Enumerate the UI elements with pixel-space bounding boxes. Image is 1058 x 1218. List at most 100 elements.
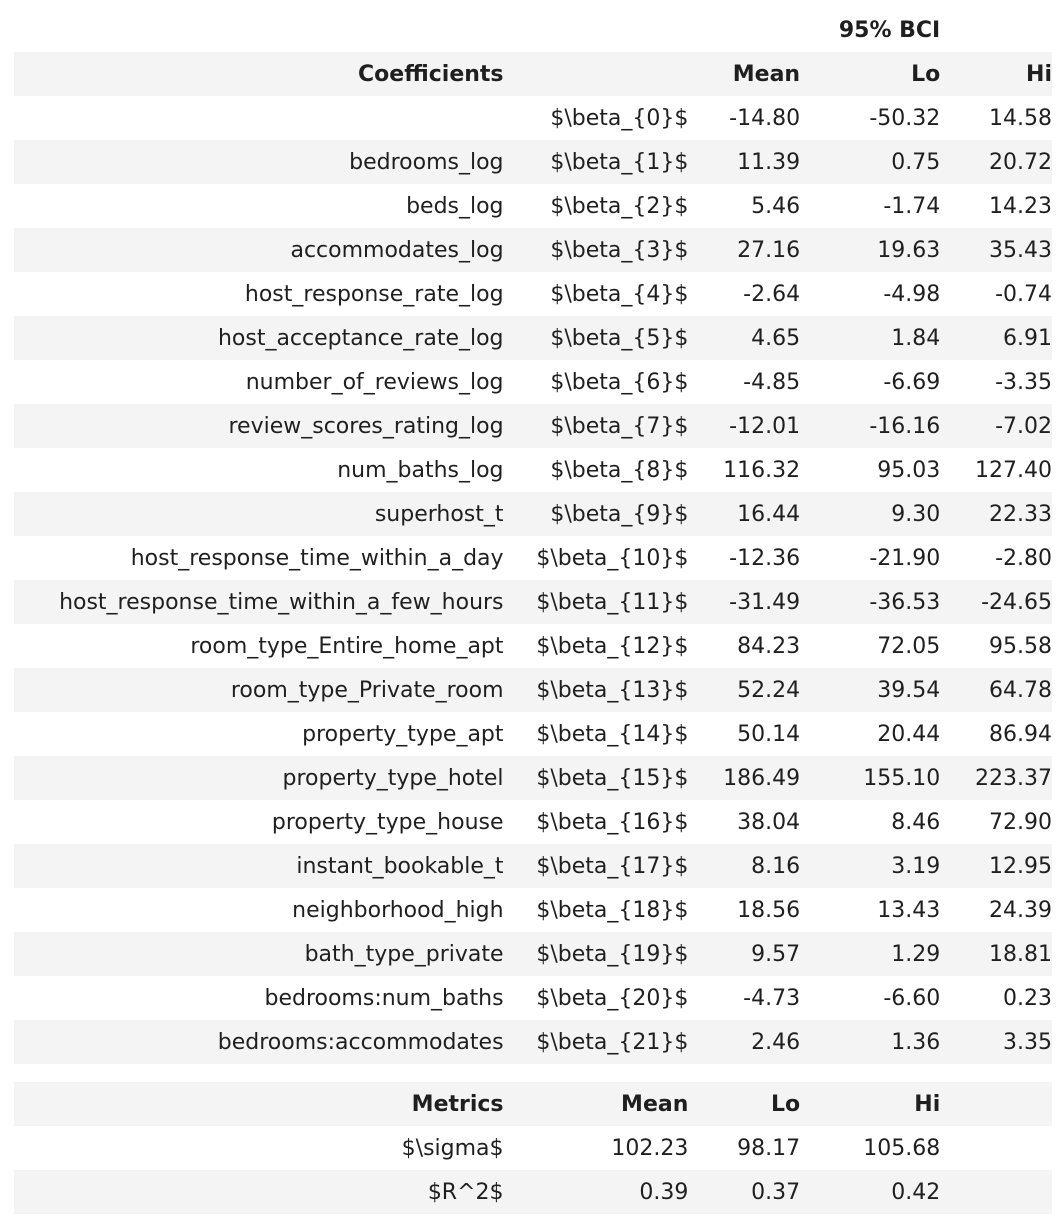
coef-hi: -0.74 [995, 281, 1052, 307]
coef-name: num_baths_log [337, 457, 504, 483]
coef-name: bedrooms:accommodates [217, 1029, 504, 1055]
table-row: host_response_rate_log $\beta_{4}$ -2.64 -4… [14, 272, 1052, 316]
table-row: host_response_time_within_a_day $\beta_{1… [14, 536, 1052, 580]
coef-symbol: $\beta_{10}$ [536, 545, 689, 571]
coef-mean: 18.56 [737, 897, 801, 923]
metric-hi: 105.68 [863, 1135, 941, 1161]
coef-name: bath_type_private [304, 941, 504, 967]
metric-name: $\sigma$ [401, 1135, 504, 1161]
coef-hi: 18.81 [989, 941, 1052, 967]
coef-symbol: $\beta_{6}$ [550, 369, 689, 395]
coefficients-table: 95% BCI Coefficients Mean Lo Hi $\beta_{… [14, 8, 1052, 1064]
coef-hi: 20.72 [989, 149, 1052, 175]
coef-mean: -14.80 [729, 105, 801, 131]
coef-name: host_acceptance_rate_log [217, 325, 504, 351]
table-row: superhost_t $\beta_{9}$ 16.44 9.30 22.33 [14, 492, 1052, 536]
coef-name: property_type_apt [302, 721, 504, 747]
coef-lo: 3.19 [891, 853, 941, 879]
coef-symbol: $\beta_{0}$ [550, 105, 689, 131]
coef-hi: 14.58 [989, 105, 1052, 131]
coef-symbol: $\beta_{9}$ [550, 501, 689, 527]
coef-mean: -31.49 [729, 589, 801, 615]
coef-lo: 39.54 [877, 677, 941, 703]
table-row: bedrooms_log $\beta_{1}$ 11.39 0.75 20.72 [14, 140, 1052, 184]
col-header-metric-lo: Lo [770, 1091, 801, 1117]
metrics-header-row: Metrics Mean Lo Hi [14, 1082, 1052, 1126]
col-header-lo: Lo [911, 61, 941, 87]
coef-symbol: $\beta_{11}$ [536, 589, 689, 615]
coef-lo: 1.29 [891, 941, 941, 967]
table-row: room_type_Private_room $\beta_{13}$ 52.24 3… [14, 668, 1052, 712]
coef-name: room_type_Entire_home_apt [190, 633, 504, 659]
coef-symbol: $\beta_{15}$ [536, 765, 689, 791]
table-row: room_type_Entire_home_apt $\beta_{12}$ 84.… [14, 624, 1052, 668]
coef-name: room_type_Private_room [230, 677, 504, 703]
table-row: host_acceptance_rate_log $\beta_{5}$ 4.65 1… [14, 316, 1052, 360]
coef-hi: -24.65 [981, 589, 1052, 615]
coef-symbol: $\beta_{14}$ [536, 721, 689, 747]
table-row: neighborhood_high $\beta_{18}$ 18.56 13.43 2… [14, 888, 1052, 932]
coef-mean: 116.32 [723, 457, 801, 483]
coef-mean: 4.65 [751, 325, 801, 351]
coef-mean: 8.16 [751, 853, 801, 879]
coef-mean: -4.85 [743, 369, 801, 395]
coef-symbol: $\beta_{20}$ [536, 985, 689, 1011]
coef-symbol: $\beta_{12}$ [536, 633, 689, 659]
coef-symbol: $\beta_{1}$ [550, 149, 689, 175]
coef-symbol: $\beta_{16}$ [536, 809, 689, 835]
coef-lo: 155.10 [863, 765, 941, 791]
table-row: property_type_hotel $\beta_{15}$ 186.49 155… [14, 756, 1052, 800]
coef-hi: -7.02 [995, 413, 1052, 439]
coef-lo: 19.63 [877, 237, 941, 263]
coef-symbol: $\beta_{18}$ [536, 897, 689, 923]
coef-name: beds_log [406, 193, 504, 219]
coef-name: host_response_time_within_a_day [130, 545, 504, 571]
coef-hi: 3.35 [1003, 1029, 1052, 1055]
table-row: bedrooms:accommodates $\beta_{21}$ 2.46 1.3… [14, 1020, 1052, 1064]
coef-lo: 13.43 [877, 897, 941, 923]
coef-symbol: $\beta_{19}$ [536, 941, 689, 967]
column-header-row: Coefficients Mean Lo Hi [14, 52, 1052, 96]
coef-name: property_type_house [271, 809, 504, 835]
coef-mean: 50.14 [737, 721, 801, 747]
coef-hi: 72.90 [989, 809, 1052, 835]
coef-lo: -1.74 [883, 193, 941, 219]
group-header-bci: 95% BCI [838, 17, 941, 43]
coef-hi: 0.23 [1003, 985, 1052, 1011]
metrics-body: $\sigma$ 102.23 98.17 105.68 $R^2$ 0.39 0.37 0.… [14, 1126, 1052, 1214]
coef-hi: 12.95 [989, 853, 1052, 879]
table-row: beds_log $\beta_{2}$ 5.46 -1.74 14.23 [14, 184, 1052, 228]
col-header-metric-hi: Hi [914, 1091, 941, 1117]
coef-name: superhost_t [374, 501, 504, 527]
coef-symbol: $\beta_{2}$ [550, 193, 689, 219]
coef-lo: 20.44 [877, 721, 941, 747]
coef-lo: -50.32 [869, 105, 941, 131]
coef-mean: 2.46 [751, 1029, 801, 1055]
col-header-metrics: Metrics [411, 1091, 504, 1117]
coef-name [14, 96, 504, 140]
coef-symbol: $\beta_{3}$ [550, 237, 689, 263]
table-row: num_baths_log $\beta_{8}$ 116.32 95.03 127.4… [14, 448, 1052, 492]
group-header-row: 95% BCI [14, 8, 1052, 52]
coef-lo: 8.46 [891, 809, 941, 835]
col-header-metric-mean: Mean [621, 1091, 689, 1117]
coef-symbol: $\beta_{4}$ [550, 281, 689, 307]
coef-symbol: $\beta_{5}$ [550, 325, 689, 351]
coef-name: number_of_reviews_log [245, 369, 504, 395]
coef-lo: 95.03 [877, 457, 941, 483]
coef-hi: 14.23 [989, 193, 1052, 219]
metric-name: $R^2$ [427, 1179, 504, 1205]
coef-mean: 5.46 [751, 193, 801, 219]
col-header-hi: Hi [1026, 61, 1052, 87]
coef-hi: -2.80 [995, 545, 1052, 571]
table-row: host_response_time_within_a_few_hours $\b… [14, 580, 1052, 624]
coef-symbol: $\beta_{13}$ [536, 677, 689, 703]
metric-lo: 98.17 [737, 1135, 801, 1161]
table-row: number_of_reviews_log $\beta_{6}$ -4.85 -6.… [14, 360, 1052, 404]
coef-lo: -21.90 [869, 545, 941, 571]
table-row: $R^2$ 0.39 0.37 0.42 [14, 1170, 1052, 1214]
coef-lo: -6.60 [883, 985, 941, 1011]
coef-mean: -12.36 [729, 545, 801, 571]
coef-mean: 84.23 [737, 633, 801, 659]
coef-mean: -2.64 [743, 281, 801, 307]
